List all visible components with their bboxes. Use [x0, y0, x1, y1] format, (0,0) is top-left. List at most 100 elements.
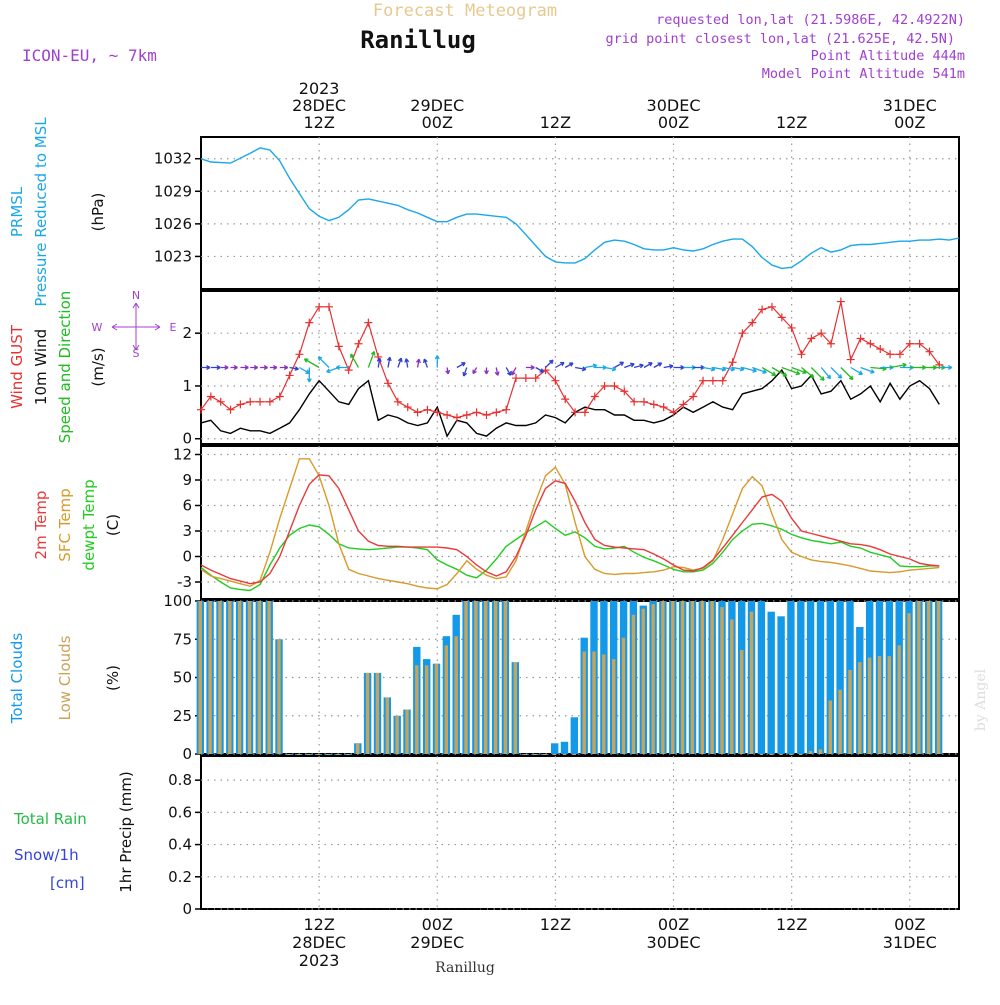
y-tick-label: 0: [182, 548, 192, 566]
low-cloud-bar: [828, 700, 832, 754]
y-tick-label: 1023: [154, 247, 192, 265]
total-cloud-bar: [816, 601, 825, 754]
total-cloud-bar: [777, 616, 785, 754]
top-time-label: 12Z: [303, 113, 334, 132]
total-cloud-bar: [551, 743, 559, 754]
gust-marker: [561, 395, 570, 404]
gust-marker: [423, 405, 432, 414]
wind-arrow: [693, 365, 705, 370]
wind-arrow: [525, 365, 535, 370]
wind-arrow: [317, 356, 330, 368]
gust-marker: [915, 339, 924, 348]
gust-marker: [275, 392, 284, 401]
low-cloud-bar: [710, 601, 714, 754]
gust-marker: [354, 339, 363, 348]
gust-marker: [827, 339, 836, 348]
low-cloud-bar: [454, 636, 458, 754]
low-cloud-bar: [297, 754, 301, 755]
wind-arrow: [781, 366, 801, 376]
low-cloud-bar: [641, 608, 645, 754]
low-cloud-bar: [346, 754, 350, 755]
low-cloud-bar: [533, 754, 537, 755]
axis-label: Speed and Direction: [56, 291, 74, 444]
top-time-label: 00Z: [894, 113, 925, 132]
wind-arrow: [511, 367, 517, 376]
low-cloud-bar: [247, 601, 252, 754]
low-cloud-bar: [838, 689, 842, 754]
gust-marker: [856, 334, 865, 343]
gust-marker: [767, 302, 776, 311]
low-cloud-bar: [690, 601, 695, 754]
y-tick-label: 0.6: [168, 803, 192, 821]
low-cloud-bar: [405, 709, 409, 754]
gust-marker: [708, 376, 717, 385]
wind-arrow: [279, 365, 289, 370]
wind-arrow: [445, 367, 451, 375]
top-time-label: 00Z: [422, 113, 453, 132]
axis-label: PRMSL: [8, 186, 26, 237]
snow-legend: Snow/1h: [14, 846, 79, 864]
low-cloud-bar: [434, 663, 439, 754]
wind-arrow: [472, 367, 478, 375]
y-tick-label: 0.2: [168, 868, 192, 886]
bottom-time-label: 00Z: [658, 915, 689, 934]
gust-marker: [502, 405, 511, 414]
gust-marker: [305, 318, 314, 327]
wind-arrow: [889, 362, 907, 369]
wind-arrow: [269, 365, 278, 370]
y-tick-label: 0: [182, 430, 192, 448]
wind-arrow: [761, 366, 777, 376]
gust-marker: [817, 329, 826, 338]
gust-marker: [236, 400, 245, 409]
y-tick-label: 6: [182, 497, 192, 515]
gust-marker: [748, 318, 757, 327]
gust-marker: [256, 397, 265, 406]
model-altitude: Model Point Altitude 541m: [762, 66, 965, 82]
y-tick-label: 50: [173, 669, 192, 687]
axis-label: Low Clouds: [56, 635, 74, 720]
snow-unit: [cm]: [50, 874, 85, 892]
panel-precip: 0 0.2 0.4 0.6 0.8 1hr Precip (mm) Total Rain Sn…: [13, 755, 960, 918]
total-cloud-bar: [797, 601, 805, 754]
low-cloud-bar: [208, 601, 212, 754]
bottom-time-label: 30DEC: [647, 933, 701, 952]
wind-arrow: [494, 367, 500, 376]
wind-arrow: [574, 366, 587, 372]
y-tick-label: 75: [173, 630, 192, 648]
low-cloud-bar: [375, 672, 380, 754]
y-tick-label: 25: [173, 707, 192, 725]
wind-arrow: [673, 365, 685, 370]
gust-marker: [925, 347, 934, 356]
compass-e: E: [170, 321, 177, 334]
low-cloud-bar: [228, 601, 232, 754]
unit-label: (C): [104, 514, 122, 536]
bottom-time-label: 12Z: [303, 915, 334, 934]
compass-rose: [111, 302, 161, 351]
wind-arrow: [860, 366, 875, 374]
station-title: Ranillug: [360, 26, 476, 54]
low-cloud-bar: [218, 601, 222, 754]
gust-marker: [403, 403, 412, 412]
low-cloud-bar: [858, 662, 862, 754]
y-tick-label: 1026: [154, 215, 192, 233]
gust-marker: [738, 329, 747, 338]
gust-marker: [728, 358, 737, 367]
low-cloud-bar: [927, 601, 931, 754]
wind-arrow: [505, 367, 512, 376]
gust-marker: [758, 305, 767, 314]
bottom-time-label: 2023: [299, 951, 340, 970]
point-altitude: Point Altitude 444m: [811, 48, 965, 64]
y-tick-label: 0.4: [168, 836, 192, 854]
wind-arrow: [306, 367, 312, 383]
compass-s: S: [133, 347, 140, 360]
gust-marker: [699, 376, 708, 385]
gust-marker: [551, 376, 560, 385]
low-cloud-bar: [543, 754, 547, 755]
axis-label: 2m Temp: [32, 491, 50, 560]
low-cloud-bar: [582, 651, 586, 754]
low-cloud-bar: [552, 754, 557, 755]
y-tick-label: 0: [182, 900, 192, 918]
wind-arrow: [250, 365, 259, 370]
top-time-label: 30DEC: [647, 96, 701, 115]
